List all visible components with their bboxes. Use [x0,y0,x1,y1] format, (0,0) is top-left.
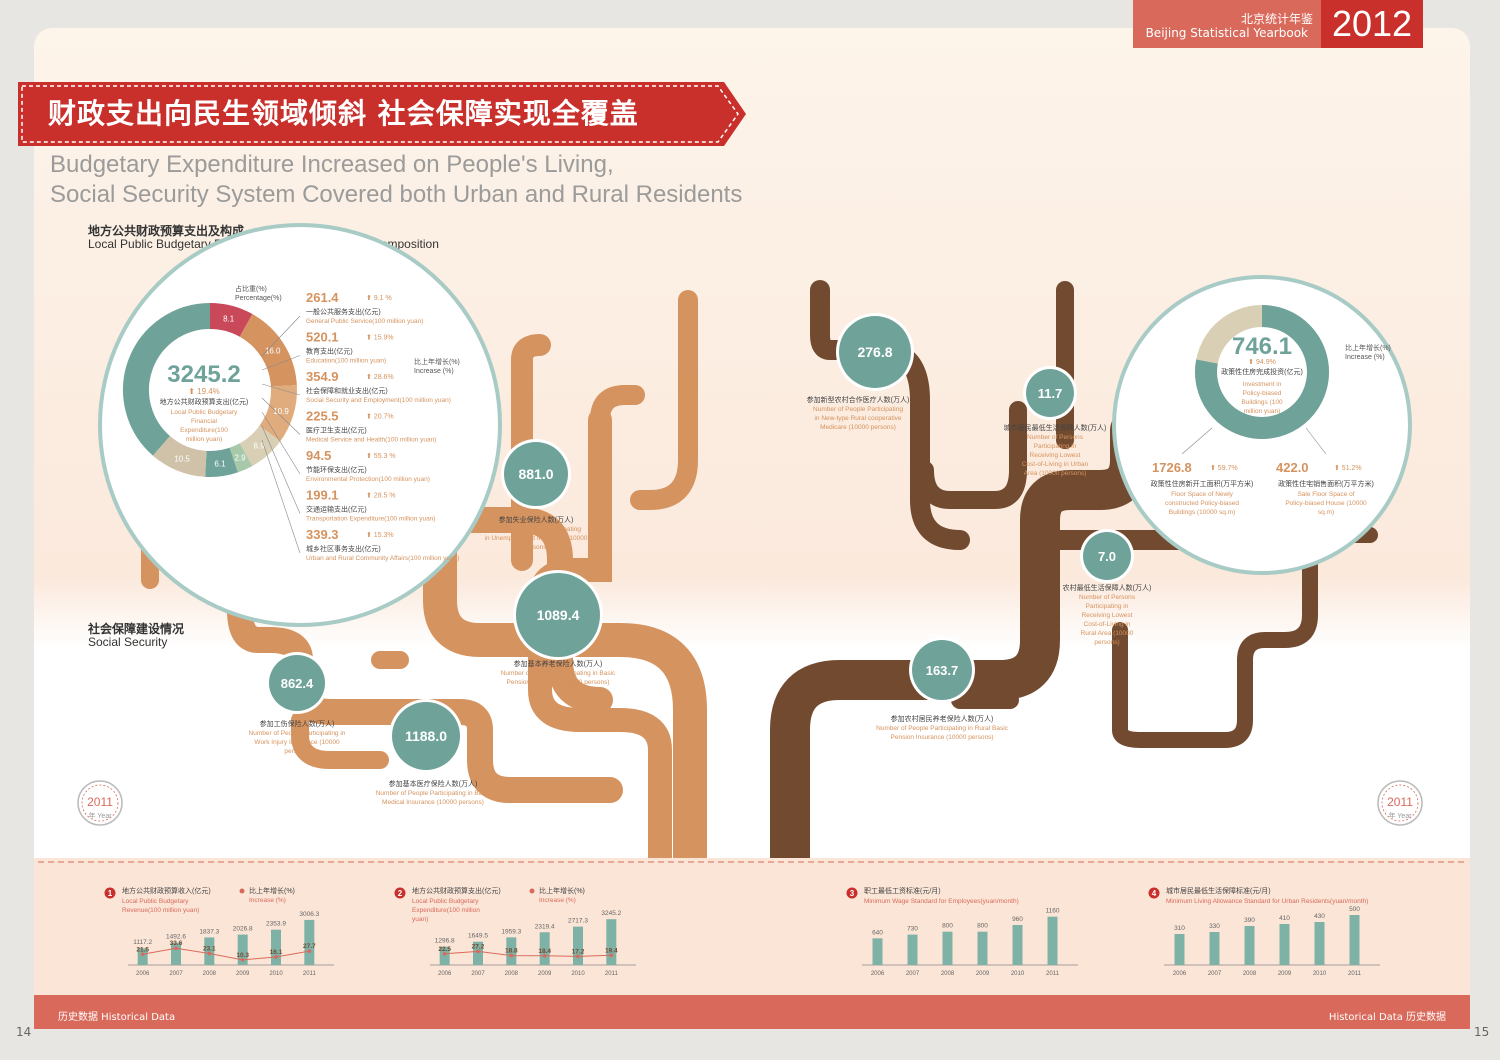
footer-hist-left: 历史数据 Historical Data [58,1012,176,1023]
footer-band [34,995,1470,1029]
page-number-left: 14 [16,1025,32,1039]
banner-title-en-line2: Social Security System Covered both Urba… [50,181,743,208]
yearbook-year: 2012 [1321,0,1423,48]
yearbook-cn: 北京统计年鉴 [1240,12,1313,26]
banner-title-cn: 财政支出向民生领域倾斜 社会保障实现全覆盖 [48,97,639,130]
page-number-right: 15 [1474,1025,1490,1039]
banner-title-en: Budgetary Expenditure Increased on Peopl… [50,150,742,210]
section1-title-en: Local Public Budgetary Financial Expendi… [88,237,439,251]
title-banner [18,82,746,146]
yearbook-en: Beijing Statistical Yearbook [1145,26,1308,40]
banner-title-en-line1: Budgetary Expenditure Increased on Peopl… [50,151,614,178]
yearbook-tab: 北京统计年鉴 Beijing Statistical Yearbook 2012 [1133,0,1423,48]
section2-title-en: Social Security [88,635,168,649]
footer-hist-right: Historical Data 历史数据 [1328,1012,1446,1023]
